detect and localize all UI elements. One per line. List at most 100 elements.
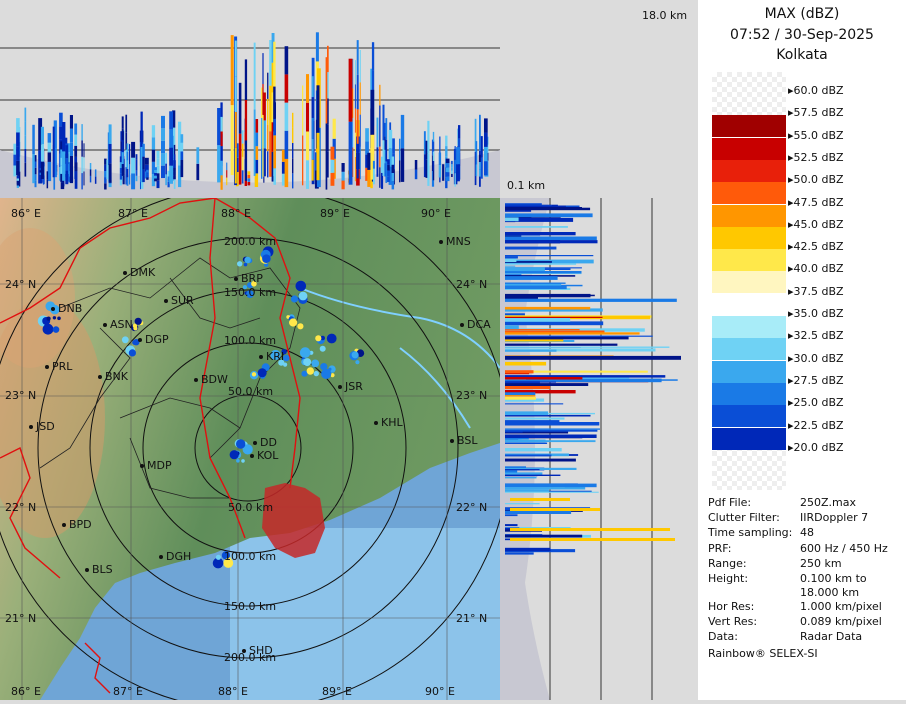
legend-label: ▸27.5 dBZ xyxy=(788,373,844,387)
meta-key: Vert Res: xyxy=(708,615,758,628)
city-marker-icon xyxy=(164,299,168,303)
city-marker-icon xyxy=(45,365,49,369)
city-marker-icon xyxy=(62,523,66,527)
lon-label-bottom: 87° E xyxy=(113,685,143,698)
legend-swatch xyxy=(712,316,786,338)
city-label: PRL xyxy=(52,360,73,373)
legend-swatch xyxy=(712,182,786,205)
legend-swatch xyxy=(712,159,786,182)
legend-swatch xyxy=(712,271,786,294)
legend-label: ▸45.0 dBZ xyxy=(788,217,844,231)
legend-label: ▸60.0 dBZ xyxy=(788,84,844,97)
city-marker-icon xyxy=(253,441,257,445)
lon-label-top: 86° E xyxy=(11,207,41,220)
legend-swatch xyxy=(712,226,786,249)
city-marker-icon xyxy=(234,277,238,281)
city-marker-icon xyxy=(460,323,464,327)
legend-label: ▸25.0 dBZ xyxy=(788,396,844,410)
legend-label: ▸30.0 dBZ xyxy=(788,351,844,365)
legend-swatch xyxy=(712,115,786,138)
meta-key: Hor Res: xyxy=(708,600,755,613)
meta-key: PRF: xyxy=(708,542,732,555)
north-south-cross-section xyxy=(500,198,698,700)
legend-overflow-swatch xyxy=(712,72,786,116)
meta-value: 600 Hz / 450 Hz xyxy=(800,542,888,555)
city-label: BNK xyxy=(105,370,128,383)
legend-label: ▸55.0 dBZ xyxy=(788,128,844,142)
footer-credit: Rainbow® SELEX-SI xyxy=(708,647,818,660)
cross-section-corner: 18.0 km 0.1 km xyxy=(500,0,698,198)
legend-underflow-swatch xyxy=(712,446,786,490)
legend-label: ▸52.5 dBZ xyxy=(788,150,844,164)
west-east-profile-plot xyxy=(0,32,500,198)
meta-value: 1.000 km/pixel xyxy=(800,600,882,613)
city-marker-icon xyxy=(159,555,163,559)
city-marker-icon xyxy=(439,240,443,244)
city-label: DGP xyxy=(145,333,169,346)
range-ring-label: 200.0 km xyxy=(224,235,277,248)
city-marker-icon xyxy=(250,454,254,458)
city-marker-icon xyxy=(242,649,246,653)
west-east-cross-section xyxy=(0,0,501,198)
city-label: KHL xyxy=(381,416,403,429)
lon-label-top: 89° E xyxy=(320,207,350,220)
station-name: Kolkata xyxy=(776,47,828,63)
meta-value: 250 km xyxy=(800,557,842,570)
legend-swatch xyxy=(712,249,786,272)
legend-label: ▸50.0 dBZ xyxy=(788,173,844,187)
legend-label: ▸47.5 dBZ xyxy=(788,195,844,209)
meta-value: 18.000 km xyxy=(800,586,860,599)
legend-label: ▸42.5 dBZ xyxy=(788,240,844,254)
legend-swatch xyxy=(712,137,786,160)
city-marker-icon xyxy=(51,307,55,311)
product-title: MAX (dBZ) xyxy=(764,6,840,22)
lat-label-left: 21° N xyxy=(5,612,37,625)
legend-swatch xyxy=(712,293,786,316)
meta-value: 250Z.max xyxy=(800,496,856,509)
meta-value: 0.089 km/pixel xyxy=(800,615,882,628)
city-marker-icon xyxy=(450,439,454,443)
meta-key: Height: xyxy=(708,572,749,585)
lon-label-top: 90° E xyxy=(421,207,451,220)
meta-key: Clutter Filter: xyxy=(708,511,780,524)
legend-label: ▸35.0 dBZ xyxy=(788,307,844,320)
range-ring-label: 50.0 km xyxy=(228,385,274,398)
radar-map-canvas xyxy=(0,198,500,700)
city-label: JSR xyxy=(345,380,363,393)
city-label: DMK xyxy=(130,266,156,279)
range-ring-label: 200.0 km xyxy=(224,651,277,664)
legend-swatch xyxy=(712,204,786,227)
date-time: 07:52 / 30-Sep-2025 xyxy=(730,27,874,43)
city-label: DD xyxy=(260,436,277,449)
city-marker-icon xyxy=(29,425,33,429)
north-south-profile-plot xyxy=(500,198,681,700)
lon-label-bottom: 88° E xyxy=(218,685,248,698)
range-ring-label: 150.0 km xyxy=(224,600,277,613)
city-label: MNS xyxy=(446,235,471,248)
city-marker-icon xyxy=(374,421,378,425)
range-ring-label: 100.0 km xyxy=(224,334,277,347)
city-marker-icon xyxy=(103,323,107,327)
city-label: BPD xyxy=(69,518,92,531)
lat-label-left: 22° N xyxy=(5,501,37,514)
city-label: KOL xyxy=(257,449,279,462)
range-ring-label: 150.0 km xyxy=(224,286,277,299)
lat-label-right: 23° N xyxy=(456,389,488,402)
height-top-label: 18.0 km xyxy=(642,9,688,22)
city-marker-icon xyxy=(98,375,102,379)
city-label: SHD xyxy=(249,644,273,657)
lat-label-left: 23° N xyxy=(5,389,37,402)
info-panel: MAX (dBZ) 07:52 / 30-Sep-2025 Kolkata ▸6… xyxy=(698,0,906,700)
city-marker-icon xyxy=(194,378,198,382)
city-marker-icon xyxy=(259,355,263,359)
meta-key: Time sampling: xyxy=(708,526,793,539)
city-label: DCA xyxy=(467,318,491,331)
city-label: MDP xyxy=(147,459,172,472)
radar-map: 86° E 87° E 88° E 89° E 90° E 86° E 87° … xyxy=(0,198,500,700)
lat-label-left: 24° N xyxy=(5,278,37,291)
legend-label: ▸20.0 dBZ xyxy=(788,440,844,454)
legend-label: ▸40.0 dBZ xyxy=(788,262,844,276)
lon-label-bottom: 90° E xyxy=(425,685,455,698)
city-marker-icon xyxy=(138,338,142,342)
meta-value: Radar Data xyxy=(800,630,863,643)
